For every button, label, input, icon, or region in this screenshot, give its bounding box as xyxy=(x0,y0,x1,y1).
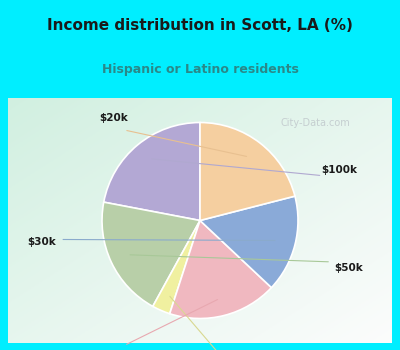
Wedge shape xyxy=(170,220,272,318)
Wedge shape xyxy=(104,122,200,220)
Text: $100k: $100k xyxy=(321,164,357,175)
Wedge shape xyxy=(200,196,298,288)
Text: Income distribution in Scott, LA (%): Income distribution in Scott, LA (%) xyxy=(47,18,353,33)
Wedge shape xyxy=(102,202,200,306)
Wedge shape xyxy=(153,220,200,314)
Text: Hispanic or Latino residents: Hispanic or Latino residents xyxy=(102,63,298,76)
Text: $20k: $20k xyxy=(99,113,128,122)
Text: City-Data.com: City-Data.com xyxy=(280,118,350,127)
Wedge shape xyxy=(200,122,295,220)
Text: $30k: $30k xyxy=(27,237,56,247)
Text: $50k: $50k xyxy=(334,262,363,273)
